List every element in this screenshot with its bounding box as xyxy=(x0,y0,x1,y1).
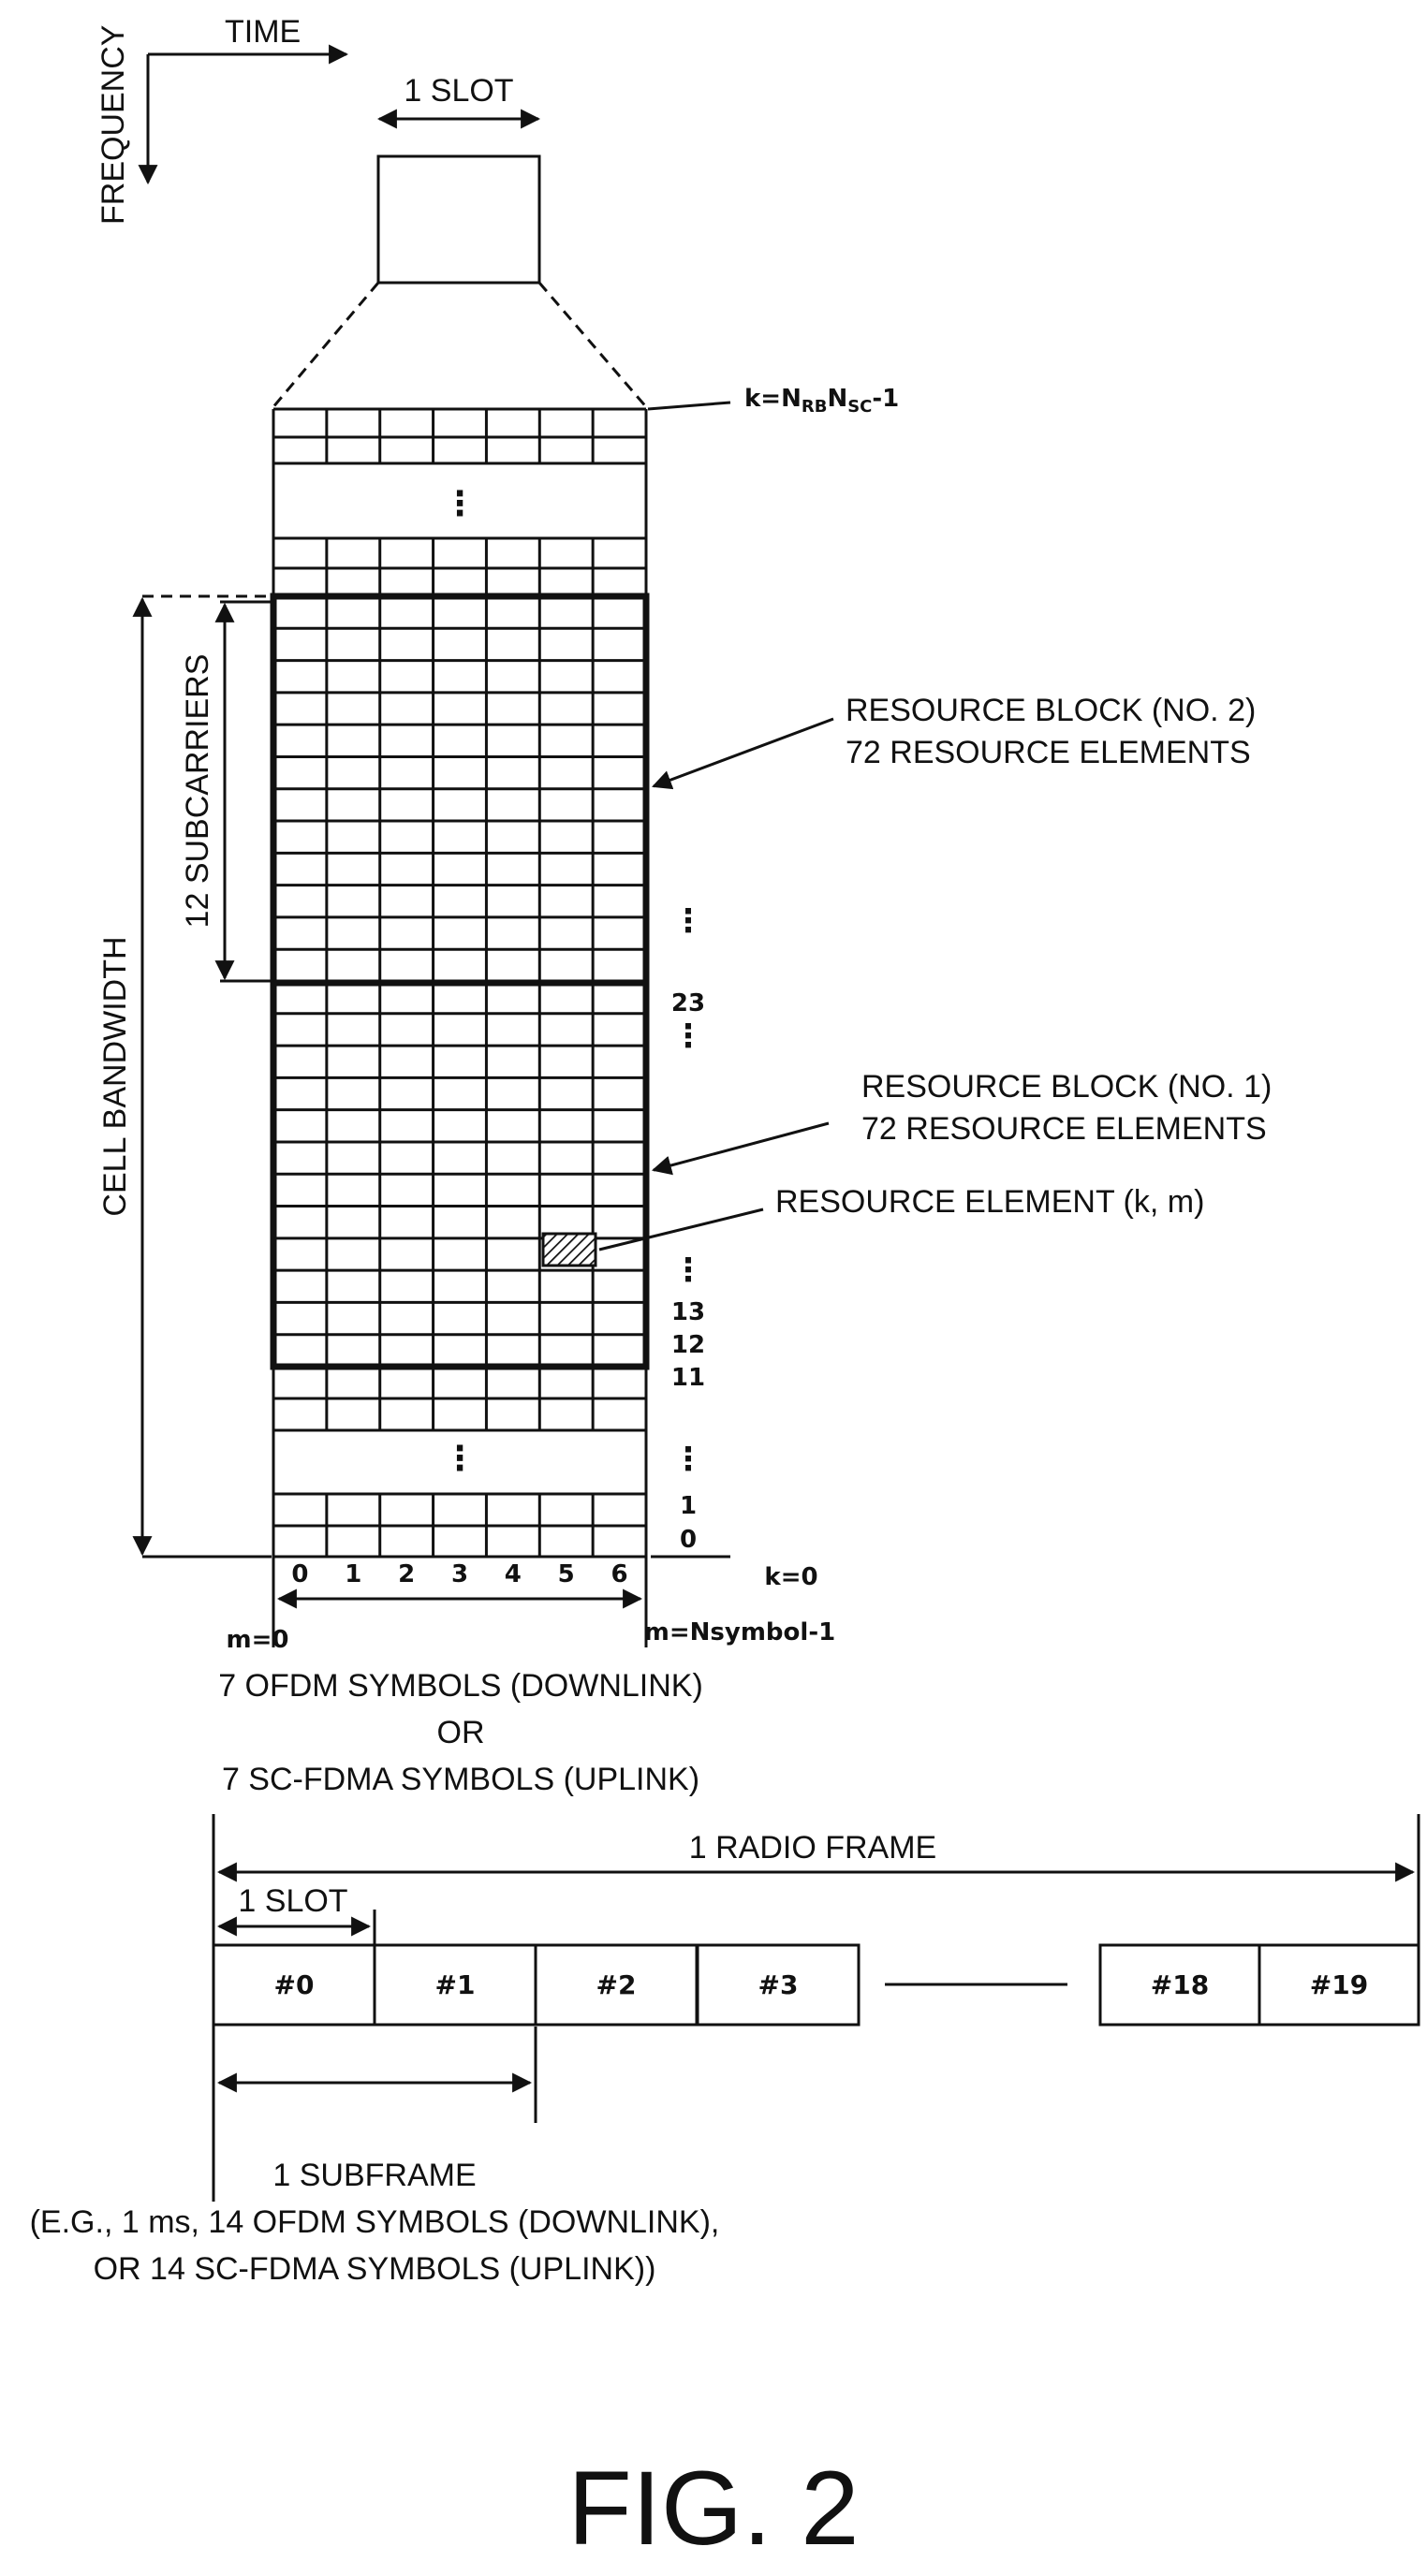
zoom-dash-right xyxy=(539,283,648,409)
frame-slot-label: #19 xyxy=(1310,1969,1368,2000)
rb2-line2: 72 RESOURCE ELEMENTS xyxy=(846,735,1251,770)
symbols-caption-line3: 7 SC-FDMA SYMBOLS (UPLINK) xyxy=(222,1762,699,1797)
frame-slot-label: #18 xyxy=(1151,1969,1209,2000)
k-top-leader xyxy=(648,402,730,409)
slot-label-bottom: 1 SLOT xyxy=(238,1883,347,1919)
k-label-12: 12 xyxy=(671,1331,705,1359)
frame-slot-label: #3 xyxy=(758,1969,799,2000)
resource-element-label: RESOURCE ELEMENT (k, m) xyxy=(775,1184,1204,1220)
rb1-line1: RESOURCE BLOCK (NO. 1) xyxy=(861,1069,1272,1105)
rb2-callout: RESOURCE BLOCK (NO. 2) 72 RESOURCE ELEME… xyxy=(654,693,1256,786)
symbol-index-label: 1 xyxy=(345,1560,361,1588)
k-top-text: k=NRBNSC-1 xyxy=(744,385,899,417)
symbol-index-label: 2 xyxy=(398,1560,415,1588)
slot-box xyxy=(378,156,539,283)
time-label: TIME xyxy=(225,14,301,50)
resource-element-callout: RESOURCE ELEMENT (k, m) xyxy=(599,1184,1204,1250)
symbols-caption: 7 OFDM SYMBOLS (DOWNLINK) OR 7 SC-FDMA S… xyxy=(218,1668,703,1797)
symbol-index-label: 6 xyxy=(611,1560,628,1588)
symbol-index-row: 0 1 2 3 4 5 6 xyxy=(291,1560,627,1588)
slot-zoom: 1 SLOT xyxy=(272,73,648,409)
subframe-caption-line2: (E.G., 1 ms, 14 OFDM SYMBOLS (DOWNLINK), xyxy=(30,2204,720,2240)
radio-frame-label: 1 RADIO FRAME xyxy=(689,1830,936,1866)
k-ellipsis-1: ⋮ xyxy=(672,902,704,940)
frame-slot-label: #0 xyxy=(274,1969,315,2000)
symbol-index-label: 4 xyxy=(505,1560,522,1588)
subcarriers-label: 12 SUBCARRIERS xyxy=(180,654,215,929)
symbol-index-label: 0 xyxy=(291,1560,308,1588)
k-index-column: ⋮ 23 ⋮ ⋮ 13 12 11 ⋮ 1 0 k=0 xyxy=(651,902,818,1591)
rb1-pointer xyxy=(654,1123,829,1170)
frame-slot-label: #1 xyxy=(435,1969,476,2000)
k-ellipsis-2: ⋮ xyxy=(672,1017,704,1055)
k-label-11: 11 xyxy=(671,1364,705,1392)
grid-ellipsis-top: ⋮ xyxy=(443,485,477,523)
k-ellipsis-3: ⋮ xyxy=(672,1251,704,1289)
subcarriers-span: 12 SUBCARRIERS xyxy=(180,602,272,981)
frame-slot-label: #2 xyxy=(596,1969,637,2000)
grid-ellipsis-bottom: ⋮ xyxy=(443,1440,477,1478)
rb1-line2: 72 RESOURCE ELEMENTS xyxy=(861,1111,1267,1147)
symbols-caption-line1: 7 OFDM SYMBOLS (DOWNLINK) xyxy=(218,1668,703,1704)
k-label-13: 13 xyxy=(671,1298,705,1326)
rb2-pointer xyxy=(654,719,833,786)
m-end-label: m=Nsymbol-1 xyxy=(644,1618,835,1647)
zoom-dash-left xyxy=(272,283,378,409)
frame-slot-row: #0 #1 #2 #3 #18 #19 xyxy=(213,1945,1419,2025)
k-zero-label: k=0 xyxy=(764,1563,817,1591)
subframe-caption: 1 SUBFRAME (E.G., 1 ms, 14 OFDM SYMBOLS … xyxy=(30,2158,720,2287)
axis-indicator: TIME FREQUENCY xyxy=(96,14,346,225)
slot-label-top: 1 SLOT xyxy=(404,73,513,109)
cell-bandwidth-label: CELL BANDWIDTH xyxy=(97,936,133,1216)
k-label-1: 1 xyxy=(680,1492,697,1520)
symbol-index-label: 3 xyxy=(451,1560,468,1588)
frequency-label: FREQUENCY xyxy=(96,25,131,225)
subframe-caption-line1: 1 SUBFRAME xyxy=(272,2158,476,2193)
k-label-0: 0 xyxy=(680,1526,697,1554)
subframe-caption-line3: OR 14 SC-FDMA SYMBOLS (UPLINK)) xyxy=(94,2251,656,2287)
symbol-index-label: 5 xyxy=(558,1560,575,1588)
k-ellipsis-4: ⋮ xyxy=(672,1441,704,1478)
symbols-caption-line2: OR xyxy=(437,1715,485,1750)
resource-element-pointer xyxy=(599,1209,763,1250)
m-start-label: m=0 xyxy=(227,1626,289,1654)
rb1-callout: RESOURCE BLOCK (NO. 1) 72 RESOURCE ELEME… xyxy=(654,1069,1272,1170)
k-label-23: 23 xyxy=(671,989,705,1017)
k-top-label: k=NRBNSC-1 xyxy=(648,385,899,417)
figure-label: FIG. 2 xyxy=(567,2450,859,2567)
radio-frame: 1 RADIO FRAME 1 SLOT #0 #1 #2 #3 #18 #19 xyxy=(213,1814,1419,2202)
highlighted-resource-element xyxy=(543,1234,596,1266)
rb2-line1: RESOURCE BLOCK (NO. 2) xyxy=(846,693,1256,728)
